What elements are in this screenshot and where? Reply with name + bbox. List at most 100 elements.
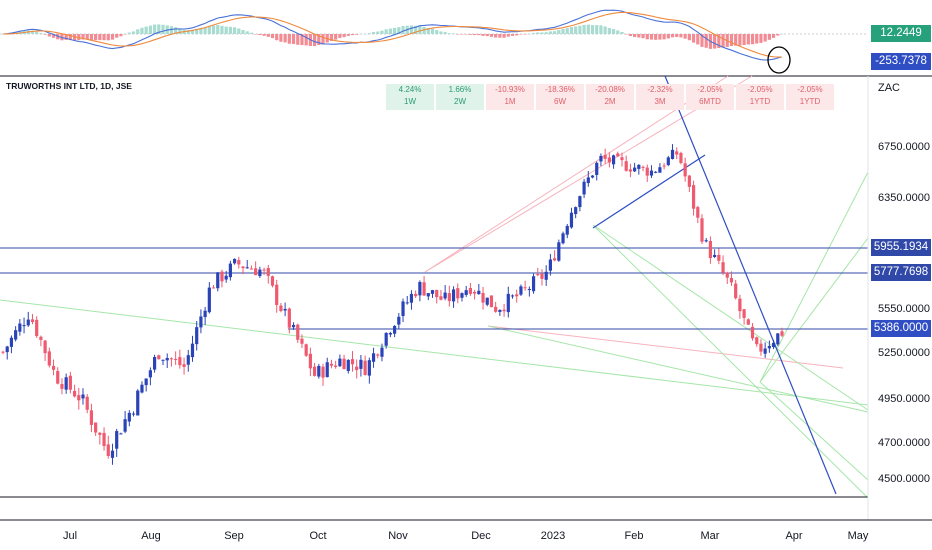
performance-period: 6W (554, 97, 566, 106)
candle-up (531, 273, 536, 294)
macd-histogram-bar (759, 34, 763, 43)
macd-histogram-bar (106, 34, 110, 41)
candle-down (56, 367, 60, 385)
candle-down (300, 334, 304, 349)
candle-body (237, 260, 241, 265)
candle-up (18, 319, 22, 336)
performance-period: 6MTD (699, 97, 721, 106)
candle-down (287, 307, 291, 334)
fib-fan-red-3 (487, 325, 844, 369)
candle-body (275, 284, 279, 305)
candle-body (291, 324, 296, 328)
candle-body (443, 292, 447, 299)
candle-down (241, 266, 245, 275)
performance-percent: -10.93% (495, 85, 525, 94)
candle-body (338, 358, 342, 367)
candle-down (759, 339, 763, 356)
candle-body (536, 274, 540, 276)
candle-down (98, 431, 102, 445)
candle-up (195, 321, 199, 351)
candle-body (696, 207, 700, 218)
macd-histogram-bar (519, 34, 523, 35)
candle-body (216, 272, 220, 289)
candle-body (628, 169, 633, 172)
candle-body (687, 175, 691, 187)
macd-histogram-bar (119, 34, 123, 37)
candle-body (586, 177, 590, 184)
candle-body (148, 370, 152, 378)
time-tick-label: Aug (141, 530, 161, 542)
candle-body (296, 324, 300, 340)
candle-down (439, 289, 443, 301)
macd-histogram-bar (94, 34, 98, 41)
macd-histogram-bar (607, 27, 611, 34)
candle-body (363, 360, 367, 376)
candle-body (460, 293, 464, 298)
candle-body (81, 394, 85, 399)
candle-body (481, 292, 485, 303)
candle-down (39, 335, 43, 347)
candle-up (216, 272, 220, 292)
macd-histogram-bar (565, 28, 569, 34)
candle-body (203, 310, 207, 318)
candle-up (771, 339, 776, 350)
performance-period: 3M (654, 97, 666, 106)
candle-down (35, 316, 39, 338)
macd-histogram-bar (334, 34, 338, 40)
candle-up (477, 283, 481, 295)
macd-histogram-bar (346, 34, 350, 36)
macd-histogram-bar (35, 31, 39, 34)
candle-up (186, 349, 190, 372)
time-tick-label: Nov (388, 530, 408, 542)
macd-histogram-bar (414, 25, 418, 34)
candle-up (557, 239, 561, 262)
candle-body (169, 358, 174, 360)
macd-histogram-bar (148, 25, 152, 34)
candle-body (131, 413, 136, 415)
candle-down (607, 152, 611, 168)
macd-histogram-bar (140, 27, 144, 34)
performance-percent: -2.05% (697, 85, 723, 94)
candle-up (359, 354, 363, 377)
candle-body (266, 268, 270, 276)
macd-histogram-bar (254, 34, 258, 35)
candle-body (603, 154, 607, 159)
candle-up (119, 432, 123, 435)
candle-body (174, 358, 178, 360)
candle-body (607, 157, 611, 163)
candle-body (380, 347, 384, 357)
macd-histogram (1, 24, 784, 49)
candle-body (342, 358, 346, 370)
macd-histogram-bar (245, 31, 249, 34)
candle-body (287, 308, 291, 328)
candle-down (169, 357, 174, 367)
candle-up (127, 410, 131, 427)
candle-down (662, 163, 666, 170)
candle-body (304, 344, 308, 356)
candle-down (85, 393, 89, 414)
candle-down (435, 289, 439, 304)
candle-up (544, 265, 548, 286)
trend-drawings (0, 75, 869, 499)
candle-up (283, 302, 287, 317)
candle-down (422, 276, 426, 296)
macd-histogram-bar (64, 34, 68, 40)
candle-up (776, 333, 780, 347)
candle-down (77, 387, 81, 410)
candle-down (641, 165, 645, 172)
candle-down (94, 422, 98, 436)
candle-down (624, 155, 628, 172)
candle-body (473, 291, 477, 294)
candle-body (98, 432, 102, 435)
macd-histogram-bar (211, 25, 216, 34)
candle-body (136, 390, 140, 416)
candle-body (359, 359, 363, 369)
candle-up (371, 347, 376, 368)
candle-up (506, 286, 510, 318)
candle-body (468, 288, 472, 294)
candle-body (30, 319, 35, 323)
candle-body (666, 157, 670, 166)
candle-body (329, 363, 334, 366)
macd-histogram-bar (355, 34, 359, 35)
